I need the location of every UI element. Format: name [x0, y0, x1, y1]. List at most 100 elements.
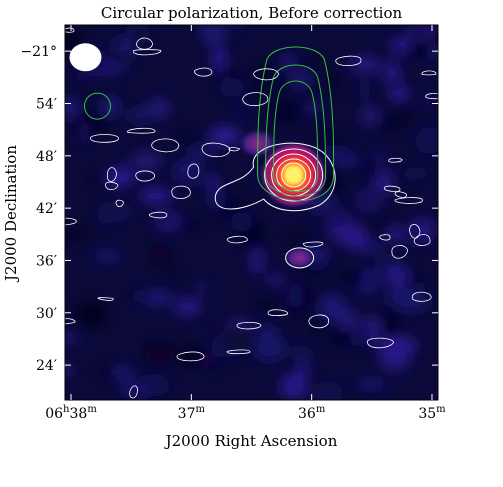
noise-blob [288, 282, 303, 309]
noise-blob [211, 46, 227, 73]
noise-blob [305, 102, 322, 114]
noise-blob [99, 358, 113, 381]
noise-blob [118, 378, 150, 398]
noise-contour [253, 68, 279, 81]
noise-blob [87, 172, 101, 183]
noise-contour [90, 134, 119, 143]
noise-blob [208, 126, 241, 146]
noise-blob [250, 247, 264, 275]
noise-contour [136, 37, 154, 50]
noise-contour [201, 142, 231, 158]
noise-contour [226, 349, 251, 355]
polarization-contour [285, 247, 315, 269]
noise-contour [391, 245, 409, 259]
noise-blob [330, 325, 350, 349]
noise-blob [247, 80, 267, 94]
noise-blob [313, 382, 344, 400]
noise-blob [355, 379, 387, 389]
noise-blob [130, 150, 162, 172]
noise-blob [354, 187, 384, 213]
noise-blob [218, 78, 245, 97]
noise-contour [171, 185, 191, 199]
noise-blob [377, 118, 405, 135]
noise-blob [304, 57, 319, 70]
noise-contour [242, 92, 269, 106]
noise-blob [339, 272, 365, 284]
polarization-contour [281, 162, 307, 188]
noise-blob [150, 245, 170, 265]
noise-blob [128, 107, 150, 125]
noise-blob [230, 212, 253, 232]
noise-blob [79, 119, 90, 145]
noise-blob [232, 25, 246, 31]
noise-blob [96, 201, 118, 225]
faint-source [283, 245, 316, 270]
noise-blob [65, 96, 81, 118]
noise-blob [289, 233, 311, 242]
noise-contour [388, 157, 403, 163]
noise-blob [238, 105, 251, 115]
noise-blob [212, 69, 243, 78]
noise-contour [135, 170, 156, 182]
noise-contour [193, 67, 213, 77]
noise-blob [189, 143, 205, 165]
noise-contour [97, 297, 114, 301]
y-axis: 24′ 30′ 36′ 42′ 48′ 54′ −21° [20, 44, 438, 374]
y-tick-label: 36′ [36, 253, 57, 269]
noise-blob [110, 366, 133, 378]
bright-source-core [285, 167, 302, 183]
noise-contour [65, 217, 77, 226]
y-tick-label: 54′ [36, 96, 57, 112]
noise-blob [72, 70, 85, 82]
noise-blob [279, 373, 308, 400]
noise-blob [358, 324, 370, 342]
noise-blob [425, 94, 436, 108]
noise-contour [65, 27, 75, 33]
noise-contour [335, 55, 362, 66]
x-tick-label: 36m [298, 404, 326, 422]
noise-contour [421, 70, 437, 76]
chart-title: Circular polarization, Before correction [101, 4, 403, 22]
y-tick-label: 48′ [36, 149, 57, 165]
noise-blob [360, 162, 393, 178]
noise-blob [310, 317, 321, 340]
noise-blob [358, 77, 371, 101]
noise-contour [308, 314, 329, 329]
noise-blob [349, 55, 382, 74]
noise-blob [316, 124, 337, 139]
noise-texture [65, 25, 438, 400]
noise-contour [129, 385, 138, 399]
noise-blob [333, 156, 362, 166]
noise-blob [284, 346, 317, 359]
noise-contour [187, 163, 200, 179]
noise-blob [253, 334, 286, 361]
noise-blob [93, 251, 122, 262]
noise-blob [144, 344, 175, 367]
noise-blob [177, 126, 190, 142]
noise-blob [320, 148, 352, 157]
noise-blob [318, 293, 346, 319]
noise-contour [228, 147, 240, 152]
noise-blob [380, 320, 396, 340]
noise-contour [176, 351, 205, 362]
noise-blob [199, 25, 227, 47]
noise-blob [100, 97, 119, 119]
beam [69, 43, 102, 72]
noise-blob [179, 344, 207, 368]
noise-contour [383, 185, 401, 193]
noise-blob [254, 298, 277, 315]
reference-contour [265, 64, 327, 197]
noise-blob [413, 26, 427, 53]
noise-blob [429, 31, 438, 47]
noise-blob [360, 104, 380, 127]
x-tick-label: 35m [418, 404, 446, 422]
noise-blob [112, 37, 134, 53]
noise-blob [377, 219, 388, 235]
noise-contour [267, 309, 289, 316]
noise-blob [430, 219, 438, 237]
noise-contour [367, 337, 394, 349]
noise-blob [173, 297, 202, 317]
noise-contour [107, 167, 117, 182]
